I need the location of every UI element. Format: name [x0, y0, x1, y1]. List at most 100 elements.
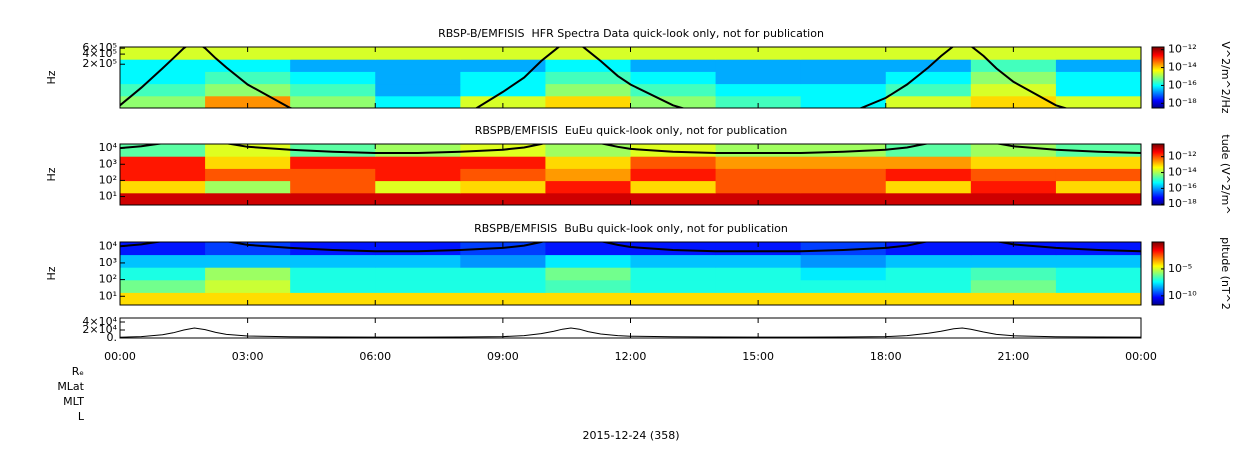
spectrogram-cell: [800, 156, 887, 169]
colorbar-swatch: [1152, 257, 1164, 260]
spectrogram-cell: [715, 47, 802, 60]
spectrogram-cell: [120, 156, 206, 169]
spectrogram-cell: [1055, 95, 1141, 108]
colorbar-swatch: [1152, 260, 1164, 263]
ephemeris-label: L: [78, 410, 85, 423]
colorbar-swatch: [1152, 251, 1164, 253]
ephemeris-label: MLT: [63, 395, 84, 408]
colorbar-swatch: [1152, 55, 1164, 57]
colorbar-swatch: [1152, 163, 1164, 165]
colorbar-swatch: [1152, 258, 1164, 261]
spectrogram-cell: [290, 192, 376, 205]
spectrogram-cell: [630, 59, 717, 72]
spectrogram-cell: [290, 254, 376, 268]
spectrogram-cell: [630, 180, 717, 194]
colorbar-swatch: [1152, 148, 1164, 150]
colorbar-frame: [1151, 143, 1165, 206]
spectrogram-cell: [715, 71, 802, 85]
colorbar-swatch: [1152, 195, 1164, 198]
colorbar-swatch: [1152, 178, 1164, 181]
colorbar-tick-label: 10⁻¹⁸: [1168, 96, 1197, 109]
colorbar-swatch: [1152, 154, 1164, 156]
x-tick-label: 06:00: [359, 350, 391, 363]
spectrogram-cell: [460, 254, 546, 268]
colorbar-swatch: [1152, 170, 1164, 172]
spectrogram-cell: [1055, 279, 1141, 293]
y-tick-label: 10⁴: [99, 141, 118, 154]
colorbar-swatch: [1152, 264, 1164, 266]
colorbar-swatch: [1152, 61, 1164, 63]
colorbar-swatch: [1152, 157, 1164, 159]
spectrogram-cell: [1055, 267, 1141, 281]
spectrogram-cell: [1055, 71, 1141, 85]
colorbar-swatch: [1152, 48, 1164, 50]
spectrogram-cell: [205, 180, 291, 194]
colorbar-swatch: [1152, 193, 1164, 196]
spectrogram-cell: [205, 156, 291, 169]
colorbar-swatch: [1152, 179, 1164, 182]
colorbar-swatch: [1152, 95, 1164, 98]
line-series: [120, 327, 1141, 338]
colorbar-swatch: [1152, 151, 1164, 153]
colorbar-swatch: [1152, 175, 1164, 178]
spectrogram-cell: [120, 267, 206, 281]
spectrogram-cell: [120, 168, 206, 182]
colorbar-swatch: [1152, 198, 1164, 201]
spectrogram-cell: [885, 242, 972, 256]
colorbar-frame: [1151, 241, 1165, 306]
spectrogram-cell: [120, 144, 206, 157]
colorbar-tick-label: 10⁻¹²: [1168, 43, 1197, 56]
spectrogram-cell: [885, 95, 972, 108]
spectrogram-cell: [715, 279, 802, 293]
spectrogram-cell: [630, 95, 717, 108]
colorbar-swatch: [1152, 52, 1164, 54]
colorbar-swatch: [1152, 147, 1164, 149]
colorbar-swatch: [1152, 300, 1164, 303]
spectrogram-cell: [630, 168, 717, 182]
colorbar-swatch: [1152, 80, 1164, 83]
colorbar-swatch: [1152, 90, 1164, 93]
spectrogram-cell: [205, 95, 291, 108]
spectrogram-cell: [715, 168, 802, 182]
colorbar-swatch: [1152, 250, 1164, 252]
colorbar-swatch: [1152, 266, 1164, 268]
y-axis-label: Hz: [45, 70, 58, 84]
y-tick-label: 10³: [99, 256, 117, 269]
spectrogram-cell: [1055, 242, 1141, 256]
colorbar-swatch: [1152, 282, 1164, 285]
colorbar-swatch: [1152, 295, 1164, 298]
colorbar-swatch: [1152, 253, 1164, 256]
colorbar-swatch: [1152, 196, 1164, 199]
colorbar-swatch: [1152, 101, 1164, 104]
colorbar-swatch: [1152, 284, 1164, 286]
colorbar-swatch: [1152, 81, 1164, 84]
spectrogram-cell: [460, 83, 546, 97]
spectrogram-cell: [970, 47, 1057, 60]
colorbar-swatch: [1152, 57, 1164, 59]
y-tick-label: 10¹: [99, 190, 117, 203]
colorbar-swatch: [1152, 65, 1164, 67]
colorbar-tick-label: 10⁻¹⁶: [1168, 181, 1197, 194]
colorbar-swatch: [1152, 69, 1164, 71]
colorbar-swatch: [1152, 164, 1164, 166]
colorbar-tick-label: 10⁻¹²: [1168, 150, 1197, 163]
colorbar-swatch: [1152, 70, 1164, 72]
spectrogram-cell: [800, 242, 887, 256]
spectrogram-cell: [375, 144, 461, 157]
spectrogram-cell: [205, 83, 291, 97]
spectrogram-cell: [290, 180, 376, 194]
spectrogram-cell: [630, 254, 717, 268]
colorbar-swatch: [1152, 291, 1164, 293]
spectrogram-cell: [800, 83, 887, 97]
spectrogram-cell: [205, 71, 291, 85]
colorbar-swatch: [1152, 145, 1164, 147]
colorbar-swatch: [1152, 92, 1164, 95]
colorbar-swatch: [1152, 181, 1164, 184]
y-tick-label: 0.: [107, 331, 118, 344]
spectrogram-cell: [120, 292, 206, 305]
spectrogram-cell: [205, 192, 291, 205]
spectrogram-cell: [375, 242, 461, 256]
spectrogram-cell: [970, 71, 1057, 85]
spectrogram-cell: [970, 59, 1057, 72]
spectrogram-cell: [630, 292, 717, 305]
